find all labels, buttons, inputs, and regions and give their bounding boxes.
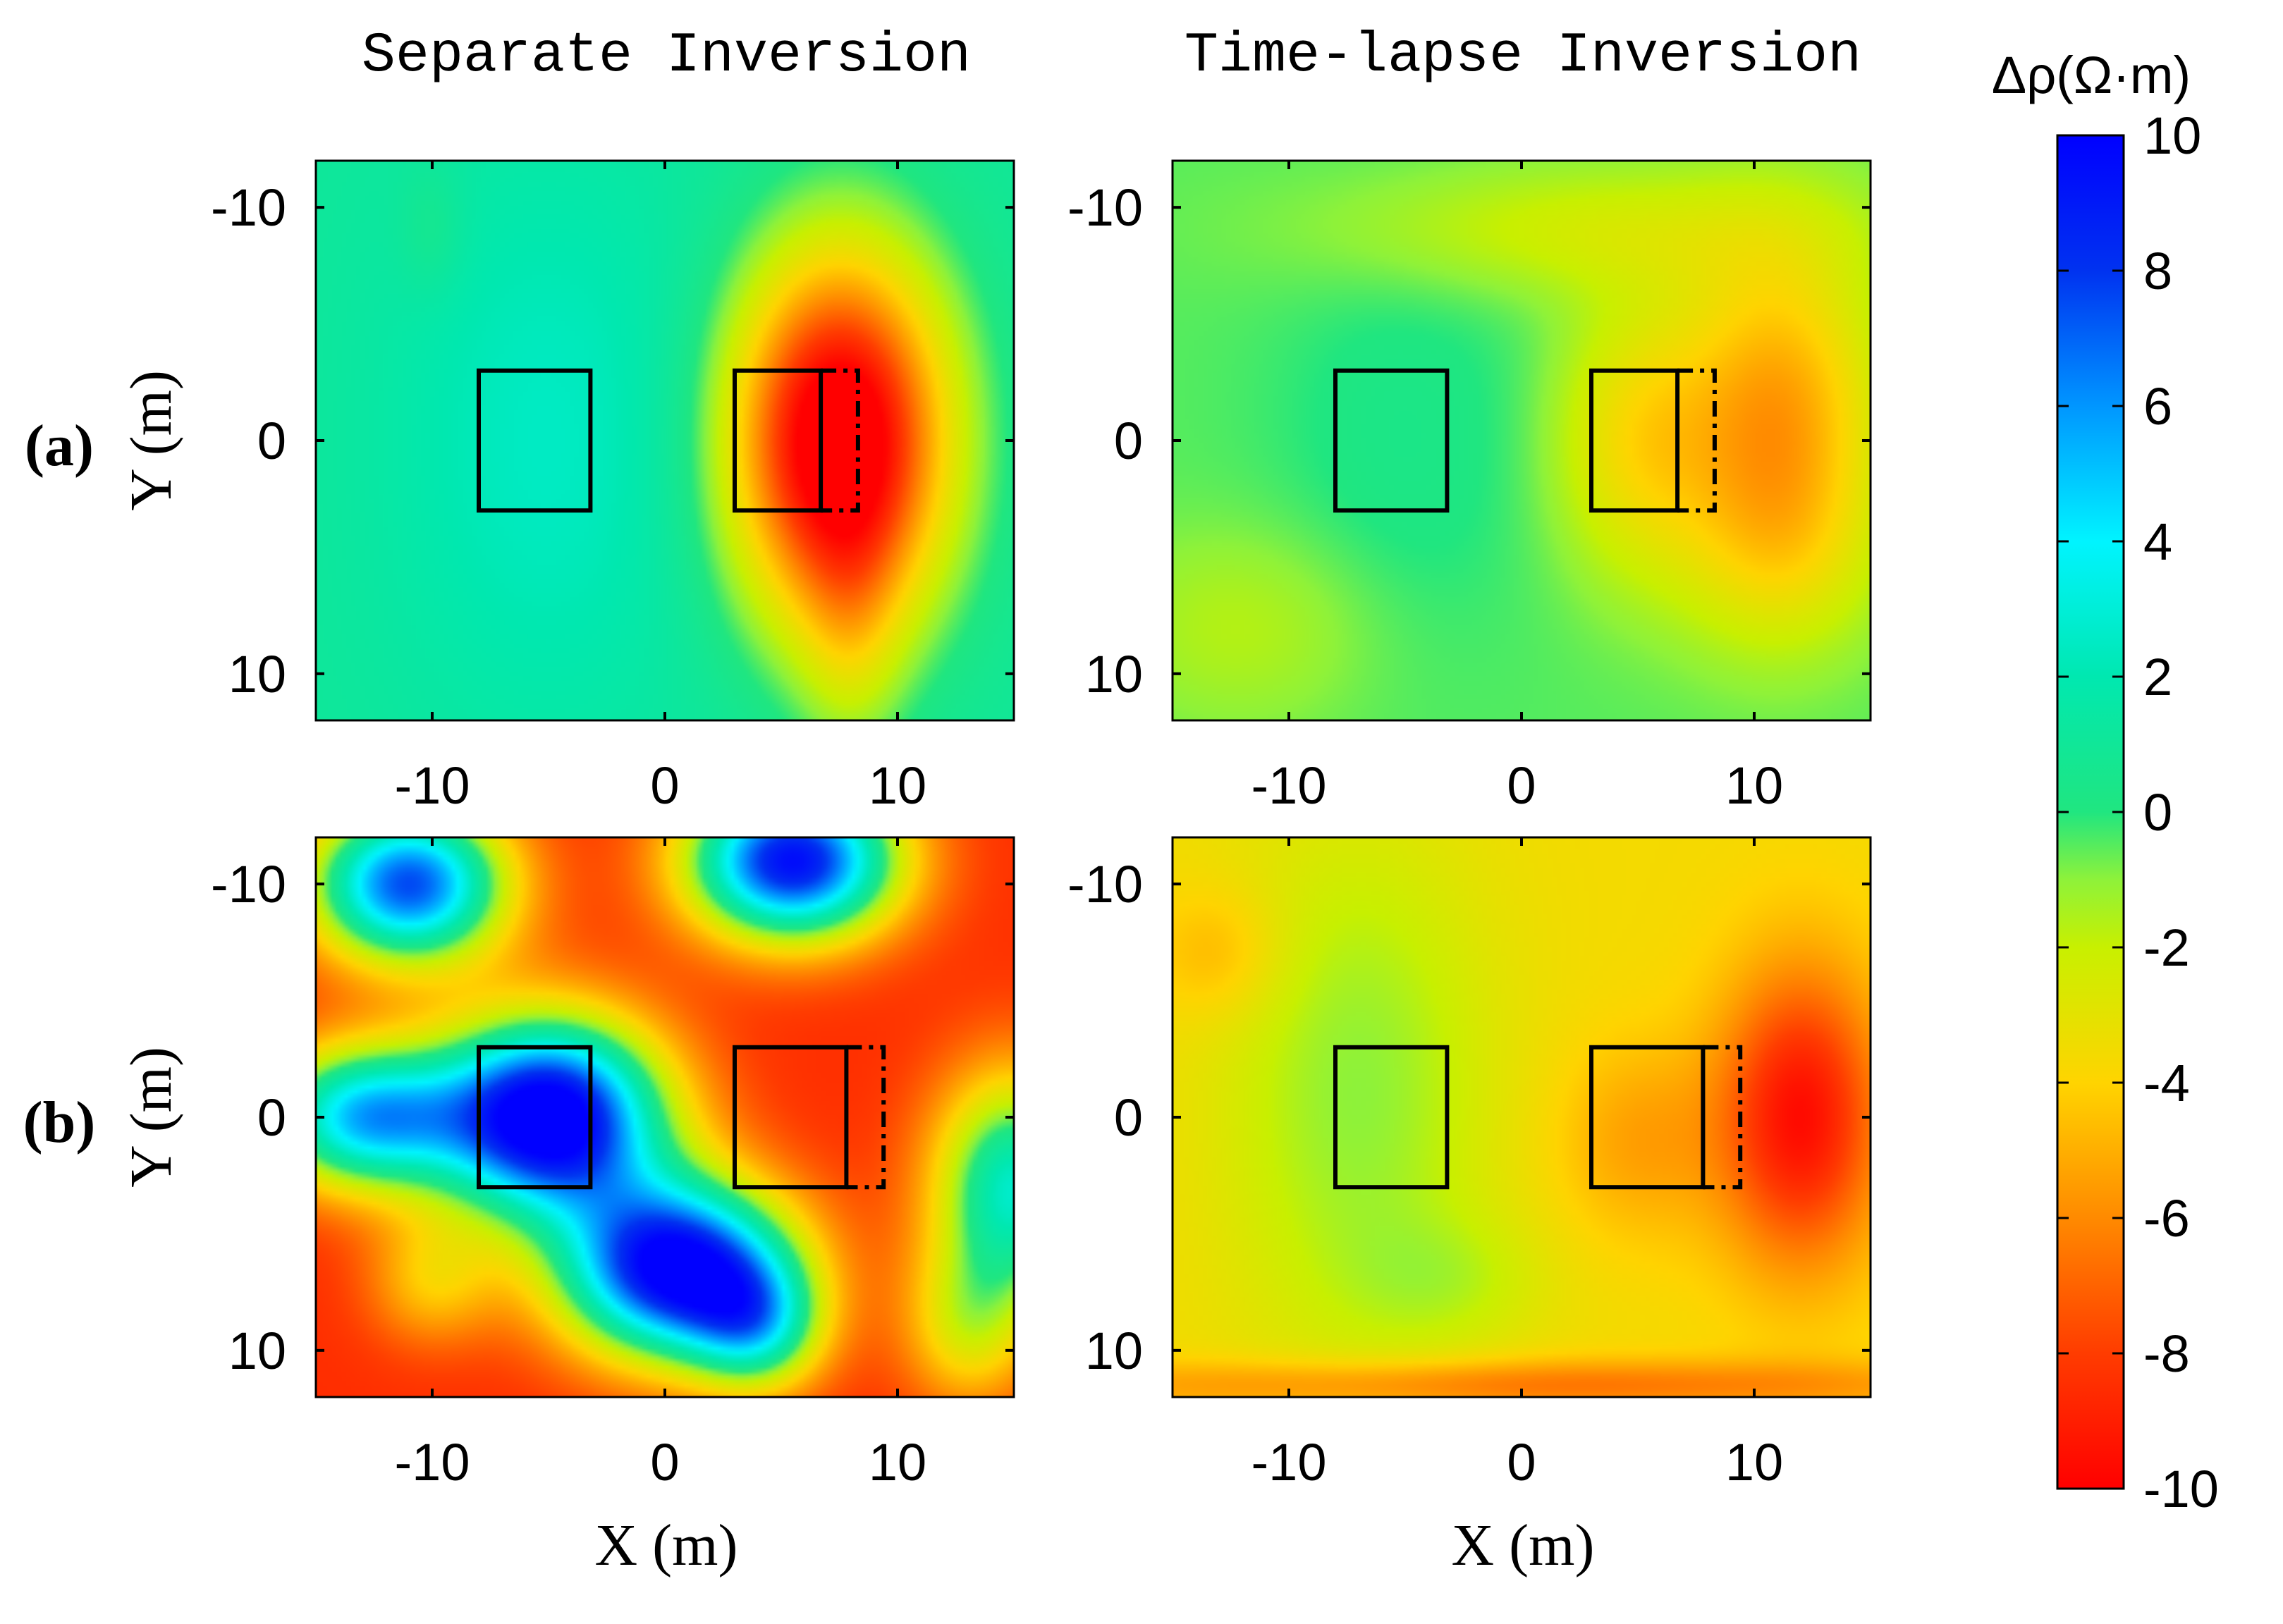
y-tick-label: -10 [1067,855,1143,914]
x-tick-label: 0 [1507,756,1536,815]
heatmap-panel-b-timelapse: -10 0 10 -10 0 10 [1067,836,1872,1491]
colorbar-tick-label: -10 [2143,1460,2219,1518]
row-label-a: (a) [25,413,94,479]
target-box [1589,1045,1706,1190]
x-tick-label: 10 [869,1433,926,1491]
target-box [1333,1045,1450,1190]
x-tick-label: 0 [650,756,679,815]
target-box [477,1045,593,1190]
x-tick-label: -10 [1251,756,1327,815]
y-axis-label-row-a: Y (m) [118,370,184,511]
column-title-timelapse: Time-lapse Inversion [1185,24,1861,88]
column-title-separate: Separate Inversion [362,24,971,88]
x-axis-label-left: X (m) [595,1513,738,1578]
x-tick-label: 10 [1725,1433,1783,1491]
y-tick-label: -10 [211,855,286,914]
colorbar-tick-label: 10 [2143,106,2201,165]
target-box [733,368,824,513]
moved-target-outline [846,1045,886,1190]
colorbar-title: Δρ(Ω·m) [1992,46,2191,104]
heatmap-image [316,837,1014,1397]
colorbar-tick-label: -4 [2143,1054,2190,1112]
target-box [1333,368,1450,513]
colorbar-tick-label: -8 [2143,1324,2190,1383]
colorbar-tick-label: 8 [2143,242,2172,300]
y-tick-label: 10 [1085,1322,1143,1380]
x-tick-label: 0 [650,1433,679,1491]
target-box [733,1045,849,1190]
y-tick-label: 10 [228,1322,286,1380]
heatmap-image [1173,837,1871,1397]
colorbar-tick-label: -2 [2143,918,2190,977]
moved-target-outline [1677,368,1717,513]
row-label-b: (b) [23,1090,96,1155]
colorbar-tick-label: 0 [2143,783,2172,842]
moved-target-outline [821,368,860,513]
y-axis-label-row-b: Y (m) [118,1047,184,1188]
x-tick-label: -10 [1251,1433,1327,1491]
x-tick-label: 10 [1725,756,1783,815]
x-tick-label: -10 [395,756,470,815]
panels: -10 0 10 -10 0 10 -10 0 10 -10 0 10 -10 0 10 -10 0 10 -10 0… [211,159,1872,1491]
y-tick-label: 0 [257,412,286,470]
colorbar-ticks: 10 8 6 4 2 0 -2 -4 -6 -8 -10 [2057,106,2219,1518]
heatmap-panel-b-separate: -10 0 10 -10 0 10 [211,836,1015,1491]
y-tick-label: 0 [257,1088,286,1147]
y-tick-label: -10 [1067,178,1143,237]
x-tick-label: -10 [395,1433,470,1491]
x-tick-label: 10 [869,756,926,815]
y-tick-label: 0 [1114,412,1143,470]
moved-target-outline [1703,1045,1743,1190]
y-tick-label: 10 [1085,645,1143,703]
x-tick-label: 0 [1507,1433,1536,1491]
colorbar-tick-label: 2 [2143,648,2172,706]
target-box [1589,368,1680,513]
colorbar-tick-label: 6 [2143,377,2172,436]
target-box [477,368,593,513]
heatmap-image [316,161,1014,720]
colorbar-tick-label: 4 [2143,512,2172,571]
heatmap-panel-a-timelapse: -10 0 10 -10 0 10 [1067,159,1872,815]
x-axis-label-right: X (m) [1452,1513,1595,1578]
y-tick-label: -10 [211,178,286,237]
heatmap-image [1173,161,1871,720]
y-tick-label: 0 [1114,1088,1143,1147]
heatmap-panel-a-separate: -10 0 10 -10 0 10 [211,159,1015,815]
colorbar-tick-label: -6 [2143,1189,2190,1248]
y-tick-label: 10 [228,645,286,703]
